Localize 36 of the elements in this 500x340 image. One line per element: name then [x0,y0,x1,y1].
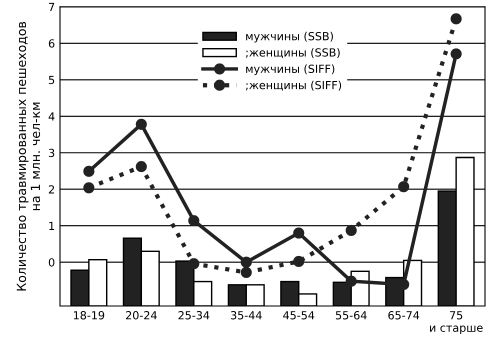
legend-label: ;женщины (SSB) [246,48,340,58]
point [398,181,410,192]
point [240,256,252,268]
point [83,166,94,177]
x-tick-label: 18-19 [74,311,104,320]
point [240,266,252,278]
point [136,161,147,172]
y-tick-label: 5 [48,76,54,84]
x-tick-label: 55-64 [336,311,367,320]
x-tick-label: 20-24 [126,311,157,320]
x-tick-label: 75 и старше [430,311,483,334]
x-tick-label: 35-44 [230,311,262,320]
x-tick-label: 65-74 [388,311,420,320]
point [136,118,147,130]
point [293,256,304,268]
y-tick-label: 6 [48,39,54,48]
legend-label: мужчины (SSB) [246,32,333,43]
legend-label: мужчины (SIFF) [246,64,334,76]
legend-label: ;женщины (SIFF) [246,80,342,91]
y-tick-label: 4 [48,112,55,120]
y-tick-label: 3 [48,148,54,158]
x-tick-label: 45-54 [283,311,314,320]
point [346,276,357,287]
y-tick-label: 1 [49,222,54,230]
point [346,224,357,236]
point [83,182,94,194]
point [188,258,200,270]
y-axis-title: Количество травмированных пешеходов на 1 млн. чел-км [16,22,40,290]
point [450,48,462,60]
point [188,215,200,226]
point [450,13,462,24]
x-tick-label: 25-34 [178,311,210,320]
y-tick-label: 2 [48,185,54,194]
y-tick-label: 0 [48,258,54,267]
y-tick-label: 7 [48,2,54,12]
point [293,227,304,239]
